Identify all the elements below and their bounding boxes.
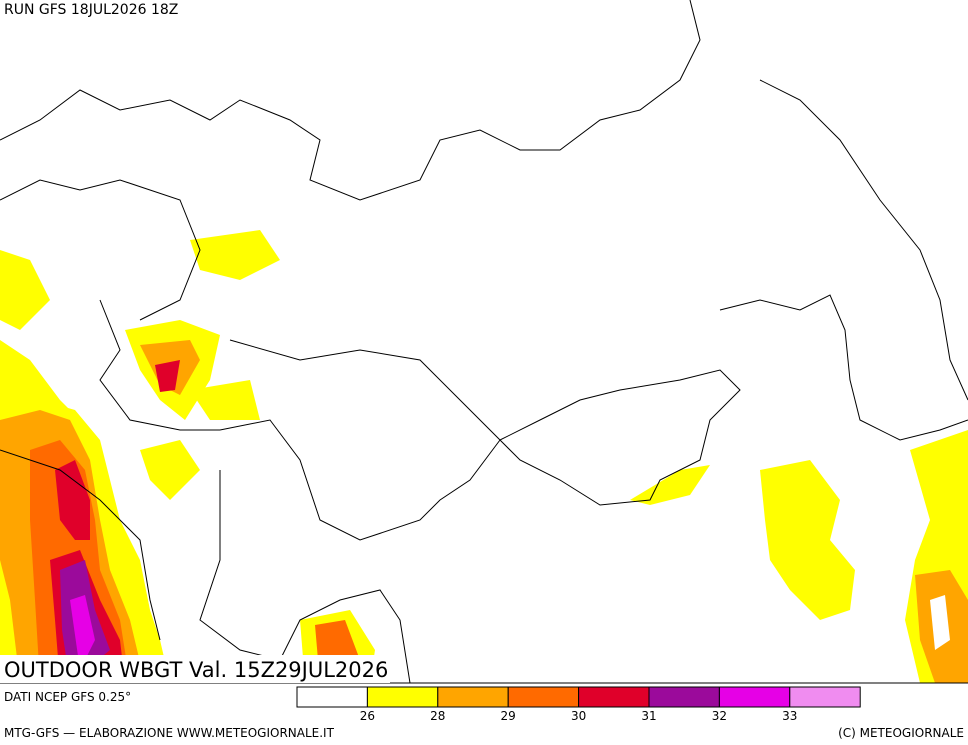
footer-left: MTG-GFS — ELABORAZIONE WWW.METEOGIORNALE… <box>4 726 335 740</box>
map-title: OUTDOOR WBGT Val. 15Z29JUL2026 <box>4 658 388 682</box>
legend-level-label: 28 <box>430 709 445 723</box>
legend-color-box <box>578 686 650 708</box>
legend-color-box <box>789 686 861 708</box>
legend-level-label: 32 <box>712 709 727 723</box>
legend-color-box <box>366 686 439 708</box>
legend-level-label: 30 <box>571 709 586 723</box>
run-label: RUN GFS 18JUL2026 18Z <box>4 2 178 18</box>
legend-level-label: 33 <box>782 709 797 723</box>
legend: 26 28 29 30 31 32 33 <box>296 686 861 723</box>
title-bg <box>0 655 390 683</box>
legend-color-box <box>648 686 720 708</box>
map <box>0 0 968 684</box>
legend-color-box <box>507 686 580 708</box>
legend-level-label: 31 <box>641 709 656 723</box>
legend-color-box <box>718 686 791 708</box>
legend-color-box <box>437 686 509 708</box>
legend-color-box <box>296 686 368 708</box>
legend-level-label: 29 <box>501 709 516 723</box>
source-label: DATI NCEP GFS 0.25° <box>4 690 131 704</box>
legend-level-label: 26 <box>360 709 375 723</box>
footer-right: (C) METEOGIORNALE <box>838 726 964 740</box>
